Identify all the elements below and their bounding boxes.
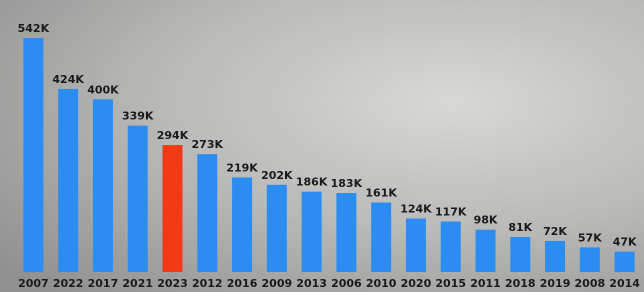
x-tick-label: 2022 xyxy=(53,277,84,290)
x-tick-label: 2006 xyxy=(331,277,362,290)
chart: 542K 2007 424K 2022 400K 2017 339K 2021 294K 2023… xyxy=(0,0,644,292)
x-tick-label: 2013 xyxy=(296,277,327,290)
bar xyxy=(163,145,183,272)
x-tick-label: 2021 xyxy=(122,277,153,290)
x-tick-label: 2008 xyxy=(575,277,606,290)
bar xyxy=(615,252,635,272)
value-label: 57K xyxy=(578,231,602,244)
value-label: 273K xyxy=(192,138,224,151)
value-label: 202K xyxy=(261,169,293,182)
x-tick-label: 2023 xyxy=(157,277,188,290)
bar xyxy=(23,38,43,272)
x-tick-label: 2015 xyxy=(435,277,466,290)
value-label: 117K xyxy=(435,205,467,218)
x-tick-label: 2007 xyxy=(18,277,49,290)
bar xyxy=(93,99,113,272)
bar xyxy=(476,230,496,272)
x-tick-label: 2010 xyxy=(366,277,397,290)
value-label: 72K xyxy=(543,225,567,238)
bar xyxy=(58,89,78,272)
value-label: 47K xyxy=(613,236,637,249)
value-label: 219K xyxy=(226,161,258,174)
bar xyxy=(197,154,217,272)
x-tick-label: 2017 xyxy=(88,277,119,290)
bar xyxy=(267,185,287,272)
bar xyxy=(545,241,565,272)
value-label: 81K xyxy=(508,221,532,234)
bar xyxy=(580,247,600,272)
value-label: 542K xyxy=(18,22,50,35)
value-label: 161K xyxy=(365,186,397,199)
value-label: 339K xyxy=(122,110,154,123)
value-label: 98K xyxy=(474,214,498,227)
bar xyxy=(232,177,252,272)
bar xyxy=(302,192,322,272)
value-label: 400K xyxy=(87,83,119,96)
bar xyxy=(336,193,356,272)
value-label: 183K xyxy=(331,177,363,190)
x-tick-label: 2009 xyxy=(262,277,293,290)
x-tick-label: 2012 xyxy=(192,277,223,290)
x-tick-label: 2020 xyxy=(401,277,432,290)
value-label: 424K xyxy=(52,73,84,86)
value-label: 186K xyxy=(296,176,328,189)
x-tick-label: 2014 xyxy=(609,277,640,290)
value-label: 124K xyxy=(400,202,432,215)
bar xyxy=(128,126,148,272)
x-tick-label: 2018 xyxy=(505,277,536,290)
bar xyxy=(371,202,391,272)
bar xyxy=(441,221,461,272)
value-label: 294K xyxy=(157,129,189,142)
bar xyxy=(510,237,530,272)
x-tick-label: 2016 xyxy=(227,277,258,290)
x-tick-label: 2019 xyxy=(540,277,571,290)
x-tick-label: 2011 xyxy=(470,277,501,290)
bar xyxy=(406,218,426,272)
page: 542K 2007 424K 2022 400K 2017 339K 2021 294K 2023… xyxy=(0,0,644,292)
